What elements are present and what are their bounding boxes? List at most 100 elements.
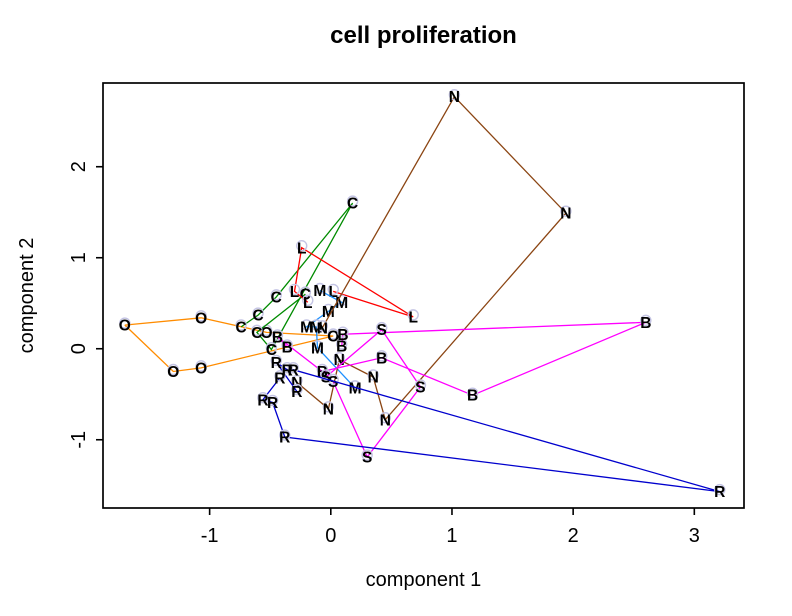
x-tick-label: 1 [446,525,457,547]
point-halo [287,361,299,374]
point-halo [336,338,348,350]
point-halo [375,321,388,334]
y-axis-label: component 2 [16,238,38,354]
data-point-N: N [291,375,302,392]
point-halo [265,341,278,354]
x-tick-label: 3 [689,525,700,547]
data-point-L: L [290,284,299,301]
data-point-B: B [272,329,283,346]
point-halo [322,401,335,413]
point-halo [291,383,303,396]
point-halo [316,320,329,332]
point-halo [367,369,379,381]
data-point-B: B [640,315,651,332]
point-halo [346,195,359,207]
point-halo [281,361,293,374]
data-point-O: O [261,325,273,342]
data-series: O OO OOOCCCCCCCLLLLLMMMMMMMNNNNNNNNBBBBBBB… [119,88,726,501]
point-halo [414,379,427,391]
data-point-M: M [300,319,313,336]
y-tick-label: 1 [68,252,90,263]
data-point-R: R [291,384,302,401]
data-point-S: S [377,322,387,339]
point-halo [560,205,572,217]
point-halo [375,350,388,362]
x-tick-label: 2 [568,525,579,547]
point-halo [337,326,349,338]
series-line-S [325,328,422,459]
point-halo [279,429,291,441]
data-point-O: O [195,360,207,377]
data-point-R: R [274,370,285,387]
data-point-C: C [347,196,358,213]
y-tick-label: 0 [68,343,90,354]
point-halo [257,392,269,404]
data-point-L: L [328,284,337,301]
data-point-L: L [297,240,306,257]
point-halo [270,289,282,301]
data-point-M: M [322,304,335,321]
series-line-B [277,321,647,396]
point-halo [640,314,652,327]
point-halo [336,294,348,307]
y-tick-label: 2 [68,161,90,172]
data-point-N: N [368,370,379,387]
point-halo [314,282,326,295]
data-point-N: N [560,206,571,223]
point-halo [271,329,284,341]
data-point-R: R [714,484,725,501]
data-point-R: R [279,430,290,447]
data-point-N: N [449,89,460,106]
point-halo [274,370,286,382]
y-tick-label: -1 [68,431,90,449]
point-halo [302,294,314,307]
data-point-C: C [252,308,263,325]
point-halo [291,374,303,387]
point-halo [195,310,207,322]
data-point-B: B [337,327,348,344]
point-halo [361,449,373,461]
series-line-C [240,202,354,351]
data-point-O: O [167,364,179,381]
plot-border [102,82,745,509]
point-halo [311,340,324,352]
data-point-C: C [236,319,247,336]
data-point-C: C [251,325,262,342]
data-point-N: N [323,401,334,418]
data-point-S: S [328,374,338,391]
data-point-N: N [317,320,328,337]
point-halo [296,240,308,252]
data-point-O: O [119,318,131,335]
x-axis-label: component 1 [366,569,482,591]
data-point-S: S [415,380,425,397]
point-halo [327,283,339,296]
data-point-M: M [335,295,348,312]
data-point-M: M [310,319,323,336]
data-point-B: B [336,339,347,356]
data-point-O: O [195,310,207,327]
point-halo [235,319,247,331]
series-line-N [296,95,567,422]
data-point-N: N [380,412,391,429]
point-halo [119,317,131,329]
point-halo [466,387,479,399]
data-point-B: B [282,339,293,356]
point-halo [167,363,179,376]
data-point-O: O [327,329,339,346]
data-point-R: R [288,362,299,379]
data-point-S: S [321,370,331,387]
data-point-R: R [257,392,268,409]
data-point-L: L [303,295,312,312]
point-halo [379,412,392,424]
data-point-M: M [311,340,324,357]
data-point-R: R [282,362,293,379]
data-point-L: L [408,309,417,326]
point-halo [288,283,301,296]
point-halo [252,307,264,319]
series-line-O [124,317,334,373]
point-halo [714,483,726,496]
series-line-M [304,289,356,389]
axes: -1 0 1 2 3 -1 0 1 2 [68,161,700,547]
point-halo [195,360,207,372]
